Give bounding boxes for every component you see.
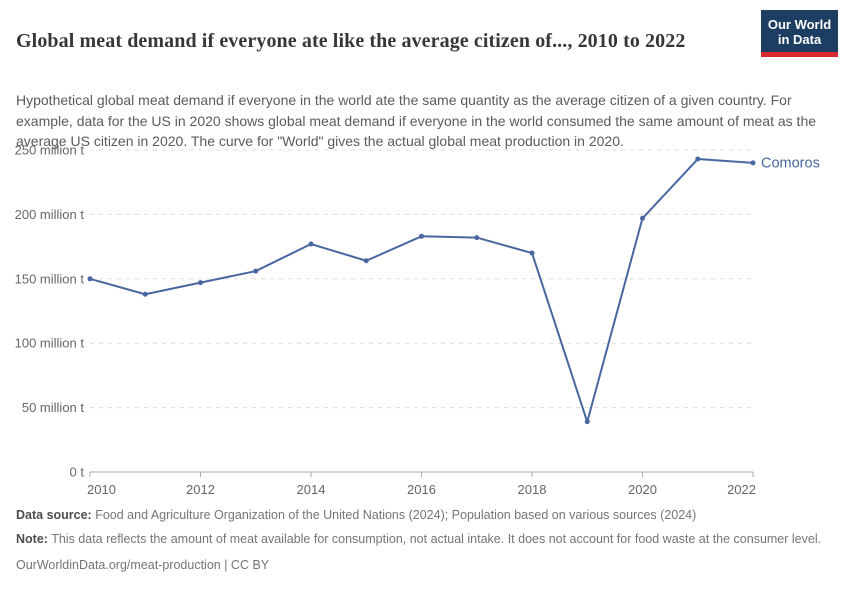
chart-title: Global meat demand if everyone ate like … (16, 30, 686, 53)
x-tick-label: 2020 (628, 482, 657, 497)
owid-logo: Our World in Data (761, 10, 838, 57)
y-tick-label: 250 million t (15, 143, 85, 158)
series-end-label: Comoros (761, 155, 820, 171)
note-text: This data reflects the amount of meat av… (51, 532, 822, 546)
data-point (419, 233, 424, 239)
data-point (142, 291, 148, 297)
data-point (87, 276, 93, 282)
data-point (198, 280, 203, 286)
y-tick-label: 150 million t (15, 271, 85, 286)
footer: Data source: Food and Agriculture Organi… (16, 506, 838, 580)
x-tick-label: 2012 (186, 482, 215, 497)
y-tick-label: 0 t (70, 465, 85, 480)
line-chart: 0 t 50 million t 100 million t 150 million … (15, 143, 820, 498)
x-tick-label: 2016 (407, 482, 436, 497)
data-point (308, 241, 314, 247)
y-tick-label: 200 million t (15, 207, 85, 222)
data-point (253, 268, 259, 274)
y-tick-label: 50 million t (22, 400, 85, 415)
data-point (695, 156, 701, 162)
data-point (584, 419, 590, 425)
x-tick-label: 2014 (297, 482, 326, 497)
chart-subtitle: Hypothetical global meat demand if every… (16, 92, 817, 149)
data-source-line: Data source: Food and Agriculture Organi… (16, 506, 838, 525)
x-tick-label: 2010 (87, 482, 116, 497)
data-line (89, 158, 754, 423)
y-tick-label: 100 million t (15, 336, 85, 351)
note-line: Note: This data reflects the amount of m… (16, 530, 838, 549)
data-point (750, 160, 756, 166)
credit-line: OurWorldinData.org/meat-production | CC … (16, 558, 270, 572)
x-tick-label: 2018 (518, 482, 547, 497)
data-source-text: Food and Agriculture Organization of the… (95, 508, 697, 522)
data-point (640, 215, 645, 221)
data-source-label: Data source: (16, 508, 92, 522)
data-point (363, 258, 369, 264)
owid-logo-line1: Our World (767, 17, 832, 32)
data-point (474, 235, 480, 241)
data-point (529, 250, 535, 256)
x-tick-label: 2022 (727, 482, 756, 497)
note-label: Note: (16, 532, 48, 546)
owid-logo-line2: in Data (777, 32, 822, 47)
